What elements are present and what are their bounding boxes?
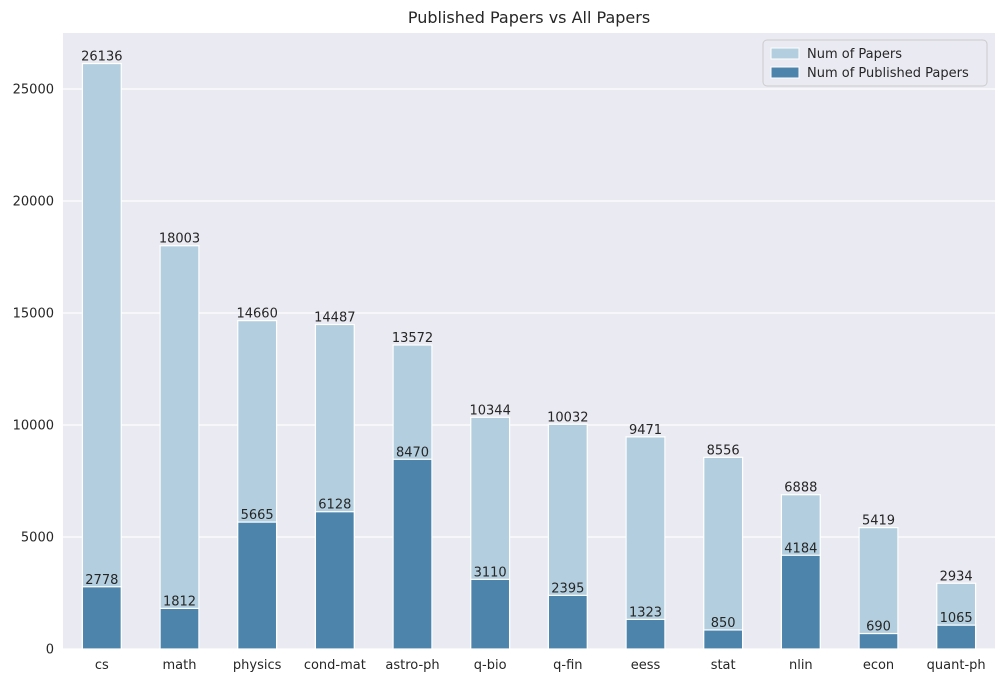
data-label-num-of-published-papers: 1065 xyxy=(940,611,973,626)
bar-num-of-published-papers xyxy=(159,607,200,650)
data-label-num-of-papers: 10032 xyxy=(547,410,588,425)
bar-num-of-published-papers xyxy=(936,624,977,650)
data-label-num-of-papers: 8556 xyxy=(707,443,740,458)
x-tick-label: q-fin xyxy=(553,658,582,673)
x-tick-label: nlin xyxy=(789,658,813,673)
bar-num-of-papers xyxy=(81,62,122,650)
bar-num-of-published-papers xyxy=(81,586,122,650)
bar-num-of-published-papers xyxy=(314,511,355,650)
chart-title: Published Papers vs All Papers xyxy=(408,8,650,27)
bar-num-of-papers xyxy=(159,245,200,650)
bar-num-of-papers xyxy=(858,527,899,650)
data-label-num-of-published-papers: 690 xyxy=(866,620,891,635)
data-label-num-of-published-papers: 6128 xyxy=(318,498,351,513)
data-label-num-of-papers: 26136 xyxy=(81,50,122,65)
y-tick-label: 0 xyxy=(46,643,54,658)
legend-swatch xyxy=(770,66,800,79)
data-label-num-of-papers: 14487 xyxy=(314,310,355,325)
y-tick-label: 25000 xyxy=(13,83,54,98)
bar-num-of-published-papers xyxy=(780,554,821,650)
data-label-num-of-papers: 5419 xyxy=(862,514,895,529)
legend-box xyxy=(762,39,988,87)
data-label-num-of-papers: 2934 xyxy=(940,569,973,584)
data-label-num-of-published-papers: 2395 xyxy=(551,581,584,596)
x-tick-label: astro-ph xyxy=(385,658,439,673)
x-tick-label: eess xyxy=(631,658,661,673)
bar-num-of-published-papers xyxy=(703,629,744,650)
data-label-num-of-published-papers: 8470 xyxy=(396,445,429,460)
data-label-num-of-papers: 9471 xyxy=(629,423,662,438)
series-num-of-published-papers xyxy=(81,458,977,650)
data-label-num-of-papers: 18003 xyxy=(159,232,200,247)
x-axis: cs math physics cond-mat astro-ph q-bio q-fin e… xyxy=(95,658,986,673)
y-axis: 0 5000 10000 15000 20000 25000 xyxy=(13,83,54,658)
data-label-num-of-published-papers: 5665 xyxy=(241,508,274,523)
data-labels: 26136 2778 18003 1812 14660 5665 14487 6128 1357… xyxy=(81,50,973,635)
bar-num-of-published-papers xyxy=(392,458,433,650)
data-label-num-of-published-papers: 4184 xyxy=(784,541,817,556)
bar-num-of-published-papers xyxy=(858,632,899,650)
x-tick-label: cs xyxy=(95,658,109,673)
bar-num-of-published-papers xyxy=(547,594,588,650)
data-label-num-of-published-papers: 850 xyxy=(711,616,736,631)
x-tick-label: physics xyxy=(233,658,282,673)
y-tick-label: 20000 xyxy=(13,195,54,210)
plot-background xyxy=(63,33,995,649)
legend-swatch xyxy=(770,47,800,60)
data-label-num-of-published-papers: 1323 xyxy=(629,605,662,620)
data-label-num-of-papers: 14660 xyxy=(236,307,277,322)
x-tick-label: quant-ph xyxy=(927,658,986,673)
bar-num-of-published-papers xyxy=(625,618,666,650)
x-tick-label: econ xyxy=(863,658,894,673)
bar-num-of-papers xyxy=(625,436,666,650)
y-tick-label: 10000 xyxy=(13,419,54,434)
data-label-num-of-published-papers: 1812 xyxy=(163,594,196,609)
x-tick-label: math xyxy=(163,658,197,673)
bar-num-of-published-papers xyxy=(237,521,278,650)
legend-label: Num of Papers xyxy=(807,47,902,62)
x-tick-label: stat xyxy=(711,658,736,673)
grid-lines xyxy=(63,88,995,650)
y-tick-label: 5000 xyxy=(21,531,54,546)
legend: Num of Papers Num of Published Papers xyxy=(762,39,988,87)
x-tick-label: q-bio xyxy=(474,658,507,673)
x-tick-label: cond-mat xyxy=(304,658,366,673)
y-tick-label: 15000 xyxy=(13,307,54,322)
data-label-num-of-papers: 6888 xyxy=(784,481,817,496)
data-label-num-of-published-papers: 2778 xyxy=(85,573,118,588)
legend-label: Num of Published Papers xyxy=(807,66,969,81)
data-label-num-of-papers: 13572 xyxy=(392,331,433,346)
bar-num-of-published-papers xyxy=(470,578,511,650)
data-label-num-of-papers: 10344 xyxy=(469,403,510,418)
data-label-num-of-published-papers: 3110 xyxy=(474,565,507,580)
